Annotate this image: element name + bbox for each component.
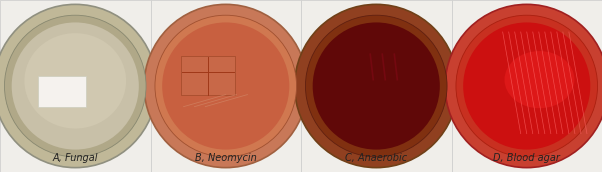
Text: B, Neomycin: B, Neomycin (195, 153, 256, 163)
Ellipse shape (312, 22, 440, 150)
Ellipse shape (155, 15, 297, 157)
Text: A, Fungal: A, Fungal (52, 153, 98, 163)
Text: D, Blood agar: D, Blood agar (493, 153, 560, 163)
Ellipse shape (11, 22, 139, 150)
Ellipse shape (305, 15, 447, 157)
Ellipse shape (504, 51, 574, 108)
Text: C, Anaerobic: C, Anaerobic (345, 153, 408, 163)
Ellipse shape (0, 4, 157, 168)
Ellipse shape (294, 4, 458, 168)
FancyBboxPatch shape (38, 76, 86, 107)
Ellipse shape (4, 15, 146, 157)
Ellipse shape (25, 33, 126, 128)
Ellipse shape (445, 4, 602, 168)
Bar (301, 0, 452, 172)
Ellipse shape (162, 22, 290, 150)
Ellipse shape (463, 22, 591, 150)
Bar (452, 0, 602, 172)
Bar (150, 0, 301, 172)
Ellipse shape (456, 15, 598, 157)
FancyBboxPatch shape (181, 56, 235, 95)
Ellipse shape (144, 4, 308, 168)
Bar (0, 0, 150, 172)
